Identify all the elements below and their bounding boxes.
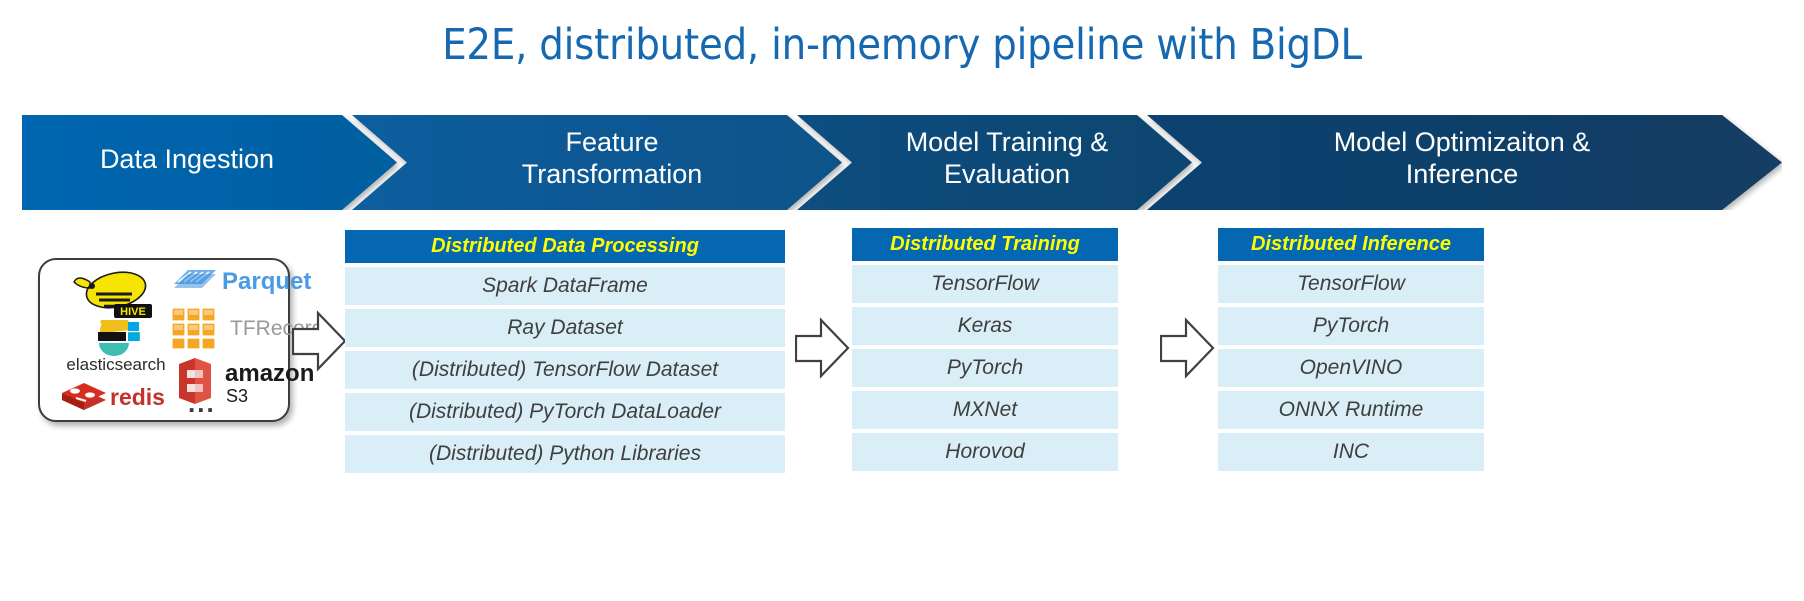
arrow-sources-to-processing	[291, 309, 347, 374]
panel-row: PyTorch	[1218, 307, 1484, 345]
panel-row: Horovod	[852, 433, 1118, 471]
tfrecord-logo	[168, 302, 224, 352]
panel-row: (Distributed) TensorFlow Dataset	[345, 351, 785, 389]
more-sources-label: ...	[188, 388, 216, 418]
arrow-training-to-inference	[1159, 316, 1215, 381]
panel-row: OpenVINO	[1218, 349, 1484, 387]
hive-label: HIVE	[120, 306, 146, 318]
panel-row: (Distributed) Python Libraries	[345, 435, 785, 473]
panel-row: Ray Dataset	[345, 309, 785, 347]
panel-row: Spark DataFrame	[345, 267, 785, 305]
panel-row: PyTorch	[852, 349, 1118, 387]
panel-row: TensorFlow	[1218, 265, 1484, 303]
amazon-s3-logo	[173, 356, 219, 406]
panel-row: INC	[1218, 433, 1484, 471]
hive-logo: HIVE	[70, 268, 162, 318]
panel-data-processing: Distributed Data Processing Spark DataFr…	[345, 230, 785, 473]
panel-row: Keras	[852, 307, 1118, 345]
panel-row: MXNet	[852, 391, 1118, 429]
redis-label: redis	[110, 384, 165, 410]
amazon-label: amazon	[225, 360, 315, 387]
panel-distributed-inference: Distributed Inference TensorFlow PyTorch…	[1218, 228, 1484, 471]
pipeline-stage-banner: Data Ingestion Feature Transformation Mod…	[22, 115, 1782, 210]
elasticsearch-label: elasticsearch	[66, 355, 166, 374]
data-sources-box: HIVE elasticsearch redis	[38, 258, 323, 422]
parquet-label: Parquet	[222, 268, 312, 295]
panel-distributed-training: Distributed Training TensorFlow Keras Py…	[852, 228, 1118, 471]
page-title: E2E, distributed, in-memory pipeline wit…	[442, 20, 1362, 70]
arrow-processing-to-training	[794, 316, 850, 381]
elasticsearch-logo	[84, 320, 148, 356]
s3-label: S3	[226, 386, 249, 406]
redis-logo	[60, 380, 108, 414]
parquet-logo	[172, 266, 218, 294]
panel-header-distributed-training: Distributed Training	[852, 228, 1118, 261]
panel-row: (Distributed) PyTorch DataLoader	[345, 393, 785, 431]
panel-header-data-processing: Distributed Data Processing	[345, 230, 785, 263]
panel-header-distributed-inference: Distributed Inference	[1218, 228, 1484, 261]
panel-row: ONNX Runtime	[1218, 391, 1484, 429]
panel-row: TensorFlow	[852, 265, 1118, 303]
